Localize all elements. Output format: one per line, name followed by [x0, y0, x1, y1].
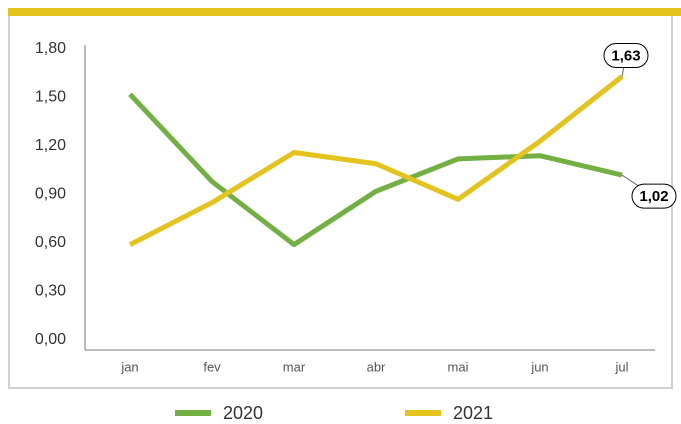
value-label-box	[631, 183, 677, 209]
y-tick-label: 1,80	[35, 40, 66, 57]
y-tick-label: 0,60	[35, 234, 66, 251]
x-tick-label: jul	[614, 359, 628, 374]
y-tick-label: 0,90	[35, 186, 66, 203]
value-label: 1,63	[611, 47, 640, 64]
y-tick-label: 0,30	[35, 283, 66, 300]
x-tick-label: mai	[448, 359, 469, 374]
x-tick-label: jun	[530, 359, 548, 374]
top-bar	[8, 8, 681, 16]
legend-label: 2021	[453, 403, 493, 423]
x-tick-label: mar	[283, 359, 306, 374]
y-tick-label: 1,20	[35, 137, 66, 154]
x-tick-label: fev	[203, 359, 221, 374]
series-line	[128, 74, 624, 247]
y-tick-label: 0,00	[35, 331, 66, 348]
frame	[8, 16, 673, 389]
value-label-box	[603, 42, 649, 68]
x-tick-label: abr	[367, 359, 386, 374]
legend-label: 2020	[223, 403, 263, 423]
y-tick-label: 1,50	[35, 89, 66, 106]
x-tick-label: jan	[120, 359, 138, 374]
value-label: 1,02	[639, 188, 668, 205]
series-line	[128, 92, 623, 248]
